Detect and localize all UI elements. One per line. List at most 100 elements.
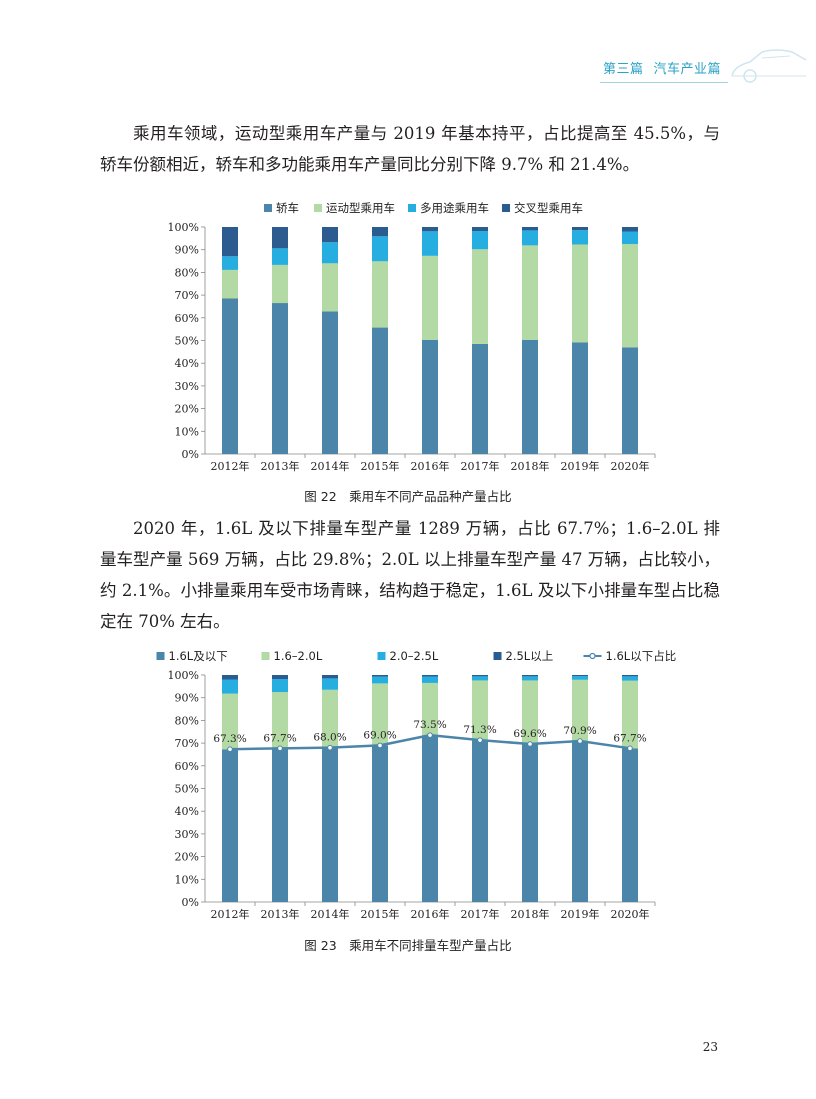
bar-segment <box>372 675 388 677</box>
y-tick-label: 100% <box>168 221 199 234</box>
bar-segment <box>272 679 288 693</box>
share-data-label: 68.0% <box>313 732 346 744</box>
bar-segment <box>322 242 338 264</box>
legend-label: 2.0–2.5L <box>390 649 439 663</box>
bar-segment <box>572 676 588 680</box>
x-tick-label: 2020年 <box>611 907 650 921</box>
y-tick-label: 0% <box>182 448 199 461</box>
y-tick-label: 40% <box>175 357 199 370</box>
bar-segment <box>272 748 288 902</box>
share-data-label: 69.6% <box>513 728 546 740</box>
share-point <box>427 732 433 738</box>
share-point <box>277 745 283 752</box>
share-point <box>477 737 483 743</box>
y-tick-label: 100% <box>168 669 199 682</box>
bar-segment <box>572 741 588 902</box>
bar-segment <box>222 269 238 299</box>
y-tick-label: 90% <box>175 692 199 705</box>
bar-segment <box>322 311 338 454</box>
share-data-label: 69.0% <box>363 729 396 741</box>
bar-segment <box>572 244 588 343</box>
legend-marker <box>589 652 596 660</box>
x-tick-label: 2012年 <box>211 907 250 921</box>
y-tick-label: 70% <box>175 289 199 302</box>
bar-segment <box>422 676 438 683</box>
paragraph-2-text: 2020 年，1.6L 及以下排量车型产量 1289 万辆，占比 67.7%；1… <box>100 519 720 631</box>
bar-segment <box>622 244 638 348</box>
y-tick-label: 50% <box>175 335 199 348</box>
y-tick-label: 80% <box>175 266 199 279</box>
share-point <box>527 741 533 747</box>
bar-segment <box>372 236 388 262</box>
bar-segment <box>522 245 538 340</box>
x-tick-label: 2015年 <box>361 459 400 473</box>
legend-item: 轿车 <box>264 201 299 215</box>
y-tick-label: 90% <box>175 244 199 257</box>
bar-segment <box>372 676 388 684</box>
bar-segment <box>322 689 338 748</box>
legend-item: 2.5L以上 <box>493 649 553 663</box>
bar-segment <box>322 678 338 690</box>
legend-swatch <box>502 204 510 212</box>
share-point <box>327 744 333 751</box>
y-tick-label: 30% <box>175 380 199 393</box>
x-tick-label: 2020年 <box>611 459 650 473</box>
bar-segment <box>622 347 638 454</box>
bar-segment <box>572 230 588 245</box>
y-tick-label: 20% <box>175 851 199 864</box>
legend-swatch <box>408 204 416 212</box>
bar-segment <box>272 303 288 454</box>
bar-segment <box>572 675 588 677</box>
legend-item: 交叉型乘用车 <box>502 201 583 215</box>
bar-segment <box>522 680 538 745</box>
share-data-label: 73.5% <box>413 719 446 731</box>
bar-segment <box>422 231 438 256</box>
bar-segment <box>322 675 338 679</box>
header-part: 第三篇 <box>602 62 644 77</box>
y-tick-label: 10% <box>175 873 199 886</box>
x-tick-label: 2017年 <box>461 907 500 921</box>
x-tick-label: 2017年 <box>461 459 500 473</box>
bar-segment <box>472 676 488 681</box>
bar-segment <box>222 227 238 257</box>
legend-item: 多用途乘用车 <box>408 201 489 215</box>
bar-segment <box>472 249 488 344</box>
figure-23-caption: 图 23 乘用车不同排量车型产量占比 <box>304 938 512 953</box>
bar-segment <box>422 675 438 677</box>
share-point <box>577 738 583 744</box>
bar-segment <box>472 343 488 454</box>
bar-segment <box>622 231 638 245</box>
bar-segment <box>222 675 238 680</box>
legend-label: 轿车 <box>276 201 299 215</box>
bar-segment <box>522 675 538 677</box>
y-tick-label: 80% <box>175 714 199 727</box>
bar-segment <box>372 745 388 902</box>
header-rule <box>600 82 728 83</box>
bar-segment <box>272 264 288 304</box>
share-data-label: 70.9% <box>563 725 596 737</box>
bar-segment <box>622 227 638 232</box>
legend-item: 2.0–2.5L <box>377 649 439 663</box>
legend-swatch <box>156 652 165 660</box>
bar-segment <box>222 256 238 270</box>
x-tick-label: 2019年 <box>561 907 600 921</box>
legend-label: 运动型乘用车 <box>326 201 395 215</box>
bar-segment <box>272 227 288 249</box>
page-number: 23 <box>702 1040 718 1054</box>
figure-22-caption: 图 22 乘用车不同产品品种产量占比 <box>304 489 512 504</box>
bar-segment <box>272 675 288 680</box>
legend-swatch <box>377 652 386 660</box>
share-data-label: 67.7% <box>613 732 646 744</box>
bar-segment <box>522 339 538 454</box>
bar-segment <box>622 675 638 677</box>
share-point <box>377 742 383 749</box>
bar-segment <box>572 342 588 454</box>
y-tick-label: 60% <box>175 760 199 773</box>
legend-label: 多用途乘用车 <box>420 201 489 215</box>
legend-item: 运动型乘用车 <box>314 201 395 215</box>
y-tick-label: 50% <box>175 783 199 796</box>
bar-segment <box>422 339 438 454</box>
running-header: 第三篇 汽车产业篇 <box>593 58 721 77</box>
legend-item: 1.6L以下占比 <box>583 649 676 663</box>
paragraph-1-text: 乘用车领域，运动型乘用车产量与 2019 年基本持平，占比提高至 45.5%，与… <box>100 124 720 174</box>
